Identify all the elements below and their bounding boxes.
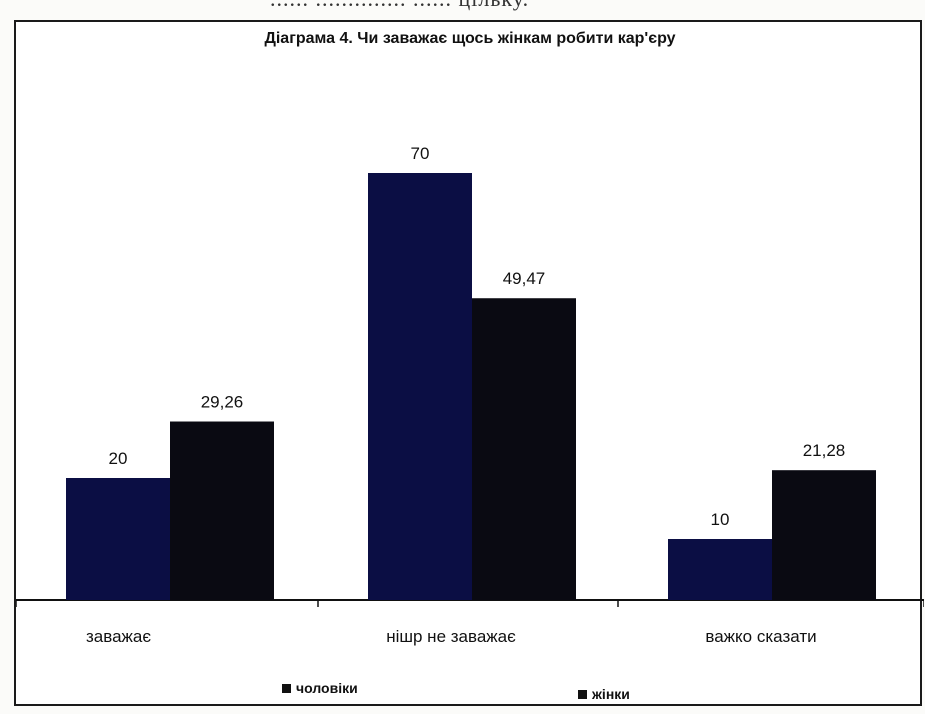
bar-nishcho-ne-zavazhaie-women — [472, 298, 576, 600]
legend-label-men: чоловіки — [296, 680, 358, 696]
category-label-nishcho-ne-zavazhaie: нішр не заважає — [386, 627, 516, 646]
data-label-vazhko-skazaty-women: 21,28 — [803, 441, 846, 460]
legend-item-women: жінки — [578, 686, 630, 702]
bar-nishcho-ne-zavazhaie-men — [368, 173, 472, 600]
data-label-nishcho-ne-zavazhaie-men: 70 — [411, 144, 430, 163]
legend-swatch-men — [282, 683, 291, 693]
page-header-fragment: ...... .............. ...... цільку. — [270, 0, 529, 12]
legend-label-women: жінки — [592, 686, 630, 702]
bar-chart: 20 29,26 заважає 70 49,47 нішр не заважає 10 21… — [16, 144, 924, 646]
bar-vazhko-skazaty-men — [668, 539, 772, 600]
data-label-zavazhaie-men: 20 — [109, 449, 128, 468]
legend-swatch-women — [578, 689, 587, 699]
chart-title: Діаграма 4. Чи заважає щось жінкам робит… — [264, 30, 676, 47]
data-label-vazhko-skazaty-men: 10 — [711, 510, 730, 529]
data-label-nishcho-ne-zavazhaie-women: 49,47 — [503, 269, 546, 288]
chart-frame: Діаграма 4. Чи заважає щось жінкам робит… — [14, 20, 924, 706]
bar-vazhko-skazaty-women — [772, 470, 876, 600]
bar-zavazhaie-men — [66, 478, 170, 600]
category-label-vazhko-skazaty: важко сказати — [705, 627, 816, 646]
bar-zavazhaie-women — [170, 421, 274, 600]
data-label-zavazhaie-women: 29,26 — [201, 393, 244, 412]
legend-item-men: чоловіки — [282, 680, 358, 696]
category-label-zavazhaie: заважає — [86, 627, 151, 646]
